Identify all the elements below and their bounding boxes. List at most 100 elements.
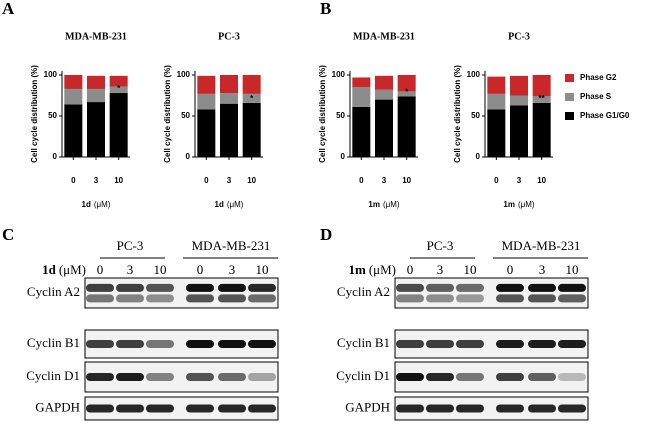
blot-band bbox=[186, 340, 214, 348]
bar-segment bbox=[532, 96, 551, 103]
dose-label: 1m (μM) bbox=[348, 262, 396, 277]
panel-label: A bbox=[2, 0, 15, 18]
y-tick-label: 50 bbox=[181, 111, 190, 120]
legend-label: Phase G1/G0 bbox=[580, 111, 630, 120]
dose: 0 bbox=[97, 262, 104, 277]
blot-band bbox=[396, 373, 424, 381]
x-tick-label: 10 bbox=[402, 176, 411, 185]
blot-frame bbox=[84, 396, 279, 421]
blot-band bbox=[218, 283, 246, 292]
bar-segment bbox=[197, 93, 216, 110]
bar-segment bbox=[220, 103, 238, 157]
blot-band bbox=[396, 294, 424, 303]
y-tick-label: 100 bbox=[44, 70, 58, 79]
blot-band bbox=[528, 294, 556, 303]
x-tick-label: 0 bbox=[359, 176, 364, 185]
bar-segment bbox=[487, 76, 506, 94]
group-label: PC-3 bbox=[427, 238, 454, 253]
blot-band bbox=[146, 294, 174, 303]
blot-band bbox=[86, 294, 114, 303]
y-tick-label: 100 bbox=[467, 70, 481, 79]
x-tick-label: 3 bbox=[227, 176, 232, 185]
significance-mark: ** bbox=[539, 94, 546, 103]
blot-band bbox=[558, 294, 586, 303]
bar-segment bbox=[64, 75, 83, 89]
x-label-compound: 1m bbox=[503, 200, 515, 209]
blot-band bbox=[186, 283, 214, 292]
unit: (μM) bbox=[59, 262, 86, 277]
blot-band bbox=[248, 283, 276, 292]
dose: 3 bbox=[539, 262, 546, 277]
legend-swatch bbox=[565, 93, 574, 101]
x-axis-label: 1m (μM) bbox=[503, 200, 535, 209]
bar-segment bbox=[64, 88, 83, 105]
blot-band bbox=[186, 404, 214, 413]
blot-band bbox=[426, 404, 454, 413]
blot-band bbox=[146, 404, 174, 413]
group-label: MDA-MB-231 bbox=[192, 238, 271, 253]
bar-segment bbox=[87, 102, 105, 157]
x-axis-label: 1m (μM) bbox=[368, 200, 400, 209]
bar-segment bbox=[109, 93, 128, 157]
blot-band bbox=[116, 404, 144, 413]
bar-segment bbox=[487, 109, 506, 157]
x-axis-label: 1d (μM) bbox=[215, 200, 244, 209]
significance-mark: * bbox=[405, 87, 409, 96]
unit: (μM) bbox=[369, 262, 396, 277]
x-tick-label: 3 bbox=[382, 176, 387, 185]
protein-label: Cyclin D1 bbox=[26, 368, 80, 383]
x-tick-label: 0 bbox=[204, 176, 209, 185]
bar-segment bbox=[397, 91, 416, 97]
y-tick-label: 0 bbox=[186, 152, 191, 161]
blot-band bbox=[186, 294, 214, 303]
protein-label: Cyclin B1 bbox=[27, 335, 80, 350]
bar-segment bbox=[397, 75, 416, 92]
bar-segment bbox=[220, 93, 238, 104]
legend-label: Phase S bbox=[580, 92, 612, 101]
blot-band bbox=[496, 340, 524, 348]
bar-segment bbox=[510, 105, 528, 157]
blot-band bbox=[218, 294, 246, 303]
bar-segment bbox=[87, 75, 105, 89]
x-tick-label: 10 bbox=[247, 176, 256, 185]
dose: 0 bbox=[197, 262, 204, 277]
blot-frame bbox=[394, 396, 589, 421]
blot-band bbox=[146, 283, 174, 292]
bar-segment bbox=[510, 75, 528, 96]
y-tick-label: 0 bbox=[476, 152, 481, 161]
bar-segment bbox=[87, 88, 105, 103]
blot-frame bbox=[394, 277, 589, 309]
bar-segment bbox=[532, 75, 551, 97]
blot-band bbox=[186, 373, 214, 381]
bar-segment bbox=[352, 77, 371, 88]
y-axis-label: Cell cycle distribution (%) bbox=[453, 65, 462, 163]
chart-title: PC-3 bbox=[218, 31, 240, 42]
blot-band bbox=[456, 373, 484, 381]
x-label-compound: 1d bbox=[215, 200, 224, 209]
protein-label: GAPDH bbox=[35, 399, 80, 414]
blot-band bbox=[426, 373, 454, 381]
x-label-compound: 1d bbox=[82, 200, 91, 209]
y-tick-label: 50 bbox=[336, 111, 345, 120]
compound: 1d bbox=[42, 262, 57, 277]
protein-label: Cyclin B1 bbox=[337, 335, 390, 350]
blot-band bbox=[396, 340, 424, 348]
x-tick-label: 0 bbox=[494, 176, 499, 185]
y-tick-label: 100 bbox=[332, 70, 346, 79]
blot-band bbox=[248, 404, 276, 413]
blot-band bbox=[218, 404, 246, 413]
significance-mark: * bbox=[250, 94, 254, 103]
legend-label: Phase G2 bbox=[580, 73, 617, 82]
blot-band bbox=[146, 373, 174, 381]
legend-swatch bbox=[565, 112, 574, 120]
bar-segment bbox=[352, 106, 371, 157]
chart-title: MDA-MB-231 bbox=[65, 31, 127, 42]
blot-band bbox=[528, 283, 556, 292]
bar-segment bbox=[510, 95, 528, 106]
y-tick-label: 50 bbox=[48, 111, 57, 120]
bar-segment bbox=[487, 93, 506, 110]
panel-label: C bbox=[2, 225, 14, 244]
x-label-unit: (μM) bbox=[227, 200, 244, 209]
blot-band bbox=[456, 283, 484, 292]
